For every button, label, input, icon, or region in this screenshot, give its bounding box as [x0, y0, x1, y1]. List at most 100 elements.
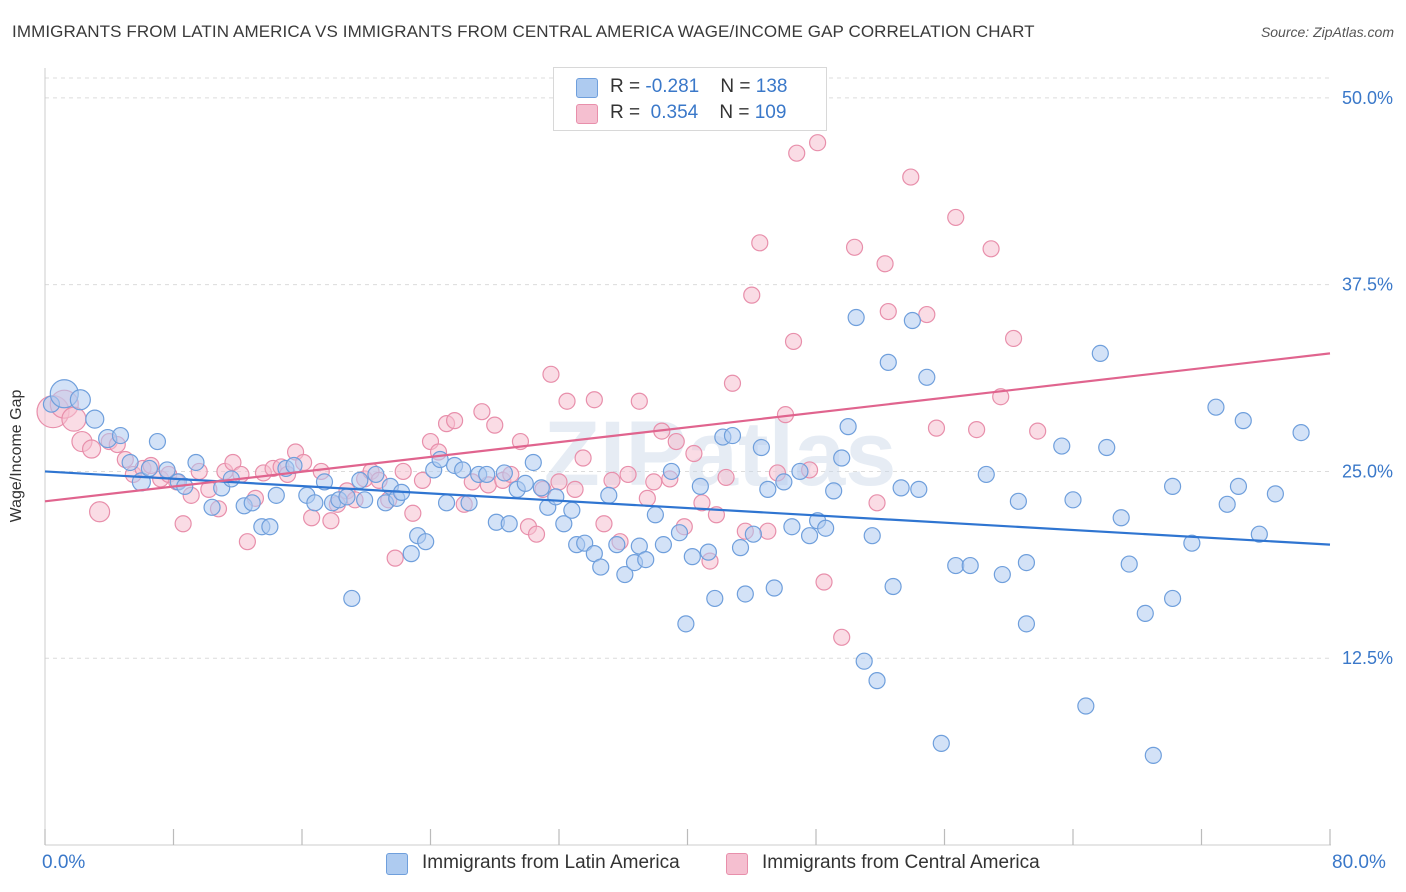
legend-swatch-blue: [576, 78, 598, 98]
bottom-legend-label-pink: Immigrants from Central America: [762, 852, 1040, 873]
point-latin-america: [744, 525, 762, 543]
point-central-america: [788, 144, 806, 162]
point-central-america: [174, 515, 192, 533]
x-axis-min-label: 0.0%: [42, 852, 86, 873]
point-central-america: [879, 302, 897, 321]
point-latin-america: [932, 734, 950, 752]
point-central-america: [550, 473, 568, 491]
point-central-america: [751, 234, 769, 252]
legend-text-pink: R = 0.354 N = 109: [610, 102, 787, 123]
point-central-america: [527, 525, 546, 543]
point-latin-america: [993, 565, 1011, 584]
bottom-legend-label-blue: Immigrants from Latin America: [422, 852, 680, 873]
point-central-america: [473, 403, 491, 421]
point-latin-america: [825, 482, 843, 500]
source-credit: Source: ZipAtlas.com: [1260, 24, 1394, 40]
point-central-america: [566, 480, 584, 498]
y-tick-label: 37.5%: [1342, 275, 1393, 295]
point-latin-america: [892, 479, 910, 497]
point-latin-america: [203, 498, 221, 516]
point-central-america: [394, 462, 412, 481]
point-latin-america: [847, 308, 865, 327]
point-central-america: [619, 465, 637, 484]
point-latin-america: [524, 453, 542, 472]
point-central-america: [845, 238, 864, 256]
point-latin-america: [654, 536, 673, 554]
point-latin-america: [351, 471, 369, 490]
point-latin-america: [759, 480, 777, 498]
point-latin-america: [677, 615, 695, 633]
chart-title: IMMIGRANTS FROM LATIN AMERICA VS IMMIGRA…: [12, 22, 1035, 41]
point-central-america: [685, 444, 703, 463]
point-latin-america: [306, 494, 324, 512]
x-axis-max-label: 80.0%: [1332, 852, 1386, 873]
point-latin-america: [121, 453, 139, 472]
point-latin-america: [1218, 495, 1236, 513]
point-latin-america: [600, 486, 618, 504]
point-central-america: [1029, 422, 1047, 440]
bottom-legend-swatch-blue: [386, 853, 408, 875]
point-latin-america: [367, 465, 385, 484]
point-central-america: [927, 419, 946, 437]
y-tick-label: 25.0%: [1342, 461, 1393, 481]
point-latin-america: [662, 462, 681, 481]
y-axis-label: Wage/Income Gap: [8, 389, 25, 523]
point-latin-america: [637, 551, 655, 569]
point-central-america: [1004, 329, 1023, 348]
point-latin-america: [592, 558, 610, 576]
point-central-america: [759, 522, 777, 540]
bottom-legend-swatch-pink: [726, 853, 748, 875]
point-latin-america: [608, 536, 626, 554]
point-latin-america: [1163, 589, 1182, 608]
point-latin-america: [1077, 697, 1095, 715]
point-central-america: [81, 439, 102, 459]
point-latin-america: [691, 477, 709, 495]
legend-r-value-pink: 0.354: [650, 102, 699, 123]
legend-r-value-blue: -0.281: [645, 76, 700, 97]
point-central-america: [743, 286, 761, 304]
point-latin-america: [343, 589, 361, 608]
point-central-america: [413, 471, 432, 490]
point-central-america: [968, 421, 986, 439]
point-latin-america: [947, 556, 965, 575]
grid-lines: [45, 77, 1330, 659]
point-central-america: [322, 512, 340, 530]
point-latin-america: [243, 494, 261, 512]
point-latin-america: [148, 432, 167, 451]
point-latin-america: [884, 577, 902, 596]
series-central-america-points: [36, 134, 1047, 646]
point-central-america: [947, 208, 965, 227]
point-latin-america: [1163, 477, 1182, 495]
point-latin-america: [765, 579, 783, 597]
point-latin-america: [775, 473, 793, 491]
point-latin-america: [699, 543, 717, 561]
point-latin-america: [1098, 438, 1116, 457]
point-latin-america: [478, 465, 496, 484]
point-latin-america: [839, 418, 857, 436]
point-latin-america: [977, 465, 995, 484]
point-latin-america: [1292, 423, 1310, 442]
point-latin-america: [1017, 615, 1036, 633]
point-latin-america: [752, 438, 770, 457]
point-latin-america: [460, 494, 478, 512]
point-latin-america: [1136, 604, 1154, 622]
legend-n-value-blue: 138: [755, 76, 788, 97]
point-central-america: [833, 628, 851, 646]
point-latin-america: [783, 518, 801, 536]
point-latin-america: [532, 479, 550, 497]
point-latin-america: [516, 474, 534, 492]
point-central-america: [645, 473, 663, 491]
point-latin-america: [736, 585, 754, 603]
point-latin-america: [1234, 412, 1252, 430]
trend-lines: [44, 352, 1331, 546]
point-latin-america: [495, 464, 513, 482]
point-central-america: [784, 332, 803, 351]
trend-line-central-america: [44, 352, 1331, 503]
point-central-america: [717, 468, 735, 487]
point-latin-america: [111, 426, 130, 445]
point-latin-america: [555, 515, 573, 533]
y-tick-labels: 12.5% 25.0% 37.5% 50.0%: [1342, 88, 1393, 668]
point-central-america: [982, 240, 1000, 258]
point-central-america: [667, 432, 685, 451]
